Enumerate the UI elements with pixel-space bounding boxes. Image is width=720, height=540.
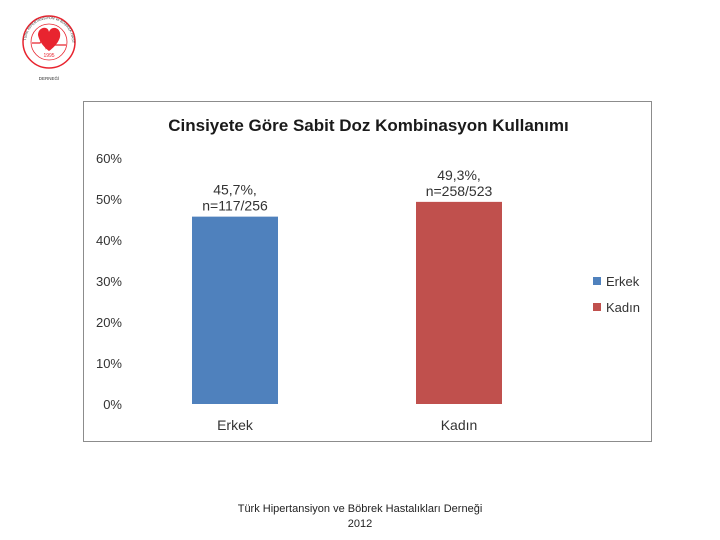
chart-title: Cinsiyete Göre Sabit Doz Kombinasyon Kul…	[168, 116, 569, 135]
legend-item-kadin: Kadın	[593, 294, 640, 320]
y-tick-label: 20%	[96, 315, 122, 330]
data-label: 45,7%,	[213, 182, 257, 198]
footer: Türk Hipertansiyon ve Böbrek Hastalıklar…	[0, 502, 720, 532]
legend-label-kadin: Kadın	[606, 299, 640, 315]
data-label: n=258/523	[426, 183, 493, 199]
association-logo: 1995 TÜRK HİPERTANSİYON ve BÖBREK HASTAL…	[17, 2, 80, 87]
x-tick-label: Erkek	[217, 417, 254, 433]
data-label: n=117/256	[202, 198, 268, 214]
chart-legend: Erkek Kadın	[593, 268, 640, 320]
footer-year: 2012	[347, 518, 373, 530]
legend-item-erkek: Erkek	[593, 268, 640, 294]
bar-chart: 0% 10% 20% 30% 40% 50% 60% 45,7%,n=117/256 Erkek…	[96, 151, 502, 433]
footer-organization: Türk Hipertansiyon ve Böbrek Hastalıklar…	[237, 503, 483, 515]
logo-ring-text-bottom: DERNEĞİ	[39, 75, 60, 81]
association-seal-icon: 1995 TÜRK HİPERTANSİYON ve BÖBREK HASTAL…	[17, 2, 76, 81]
y-tick-label: 50%	[96, 192, 122, 207]
bar-erkek	[192, 216, 278, 404]
y-tick-label: 40%	[96, 233, 122, 248]
x-tick-label: Kadın	[441, 417, 478, 433]
legend-swatch-erkek	[593, 277, 601, 285]
y-tick-label: 30%	[96, 274, 122, 289]
y-tick-label: 10%	[96, 356, 122, 371]
bar-kadın	[416, 201, 502, 404]
data-label: 49,3%,	[437, 167, 481, 183]
y-tick-label: 60%	[96, 151, 122, 166]
y-tick-label: 0%	[103, 397, 122, 412]
chart-container: Cinsiyete Göre Sabit Doz Kombinasyon Kul…	[83, 101, 652, 442]
logo-year: 1995	[43, 53, 54, 59]
legend-swatch-kadin	[593, 303, 601, 311]
legend-label-erkek: Erkek	[606, 273, 640, 289]
